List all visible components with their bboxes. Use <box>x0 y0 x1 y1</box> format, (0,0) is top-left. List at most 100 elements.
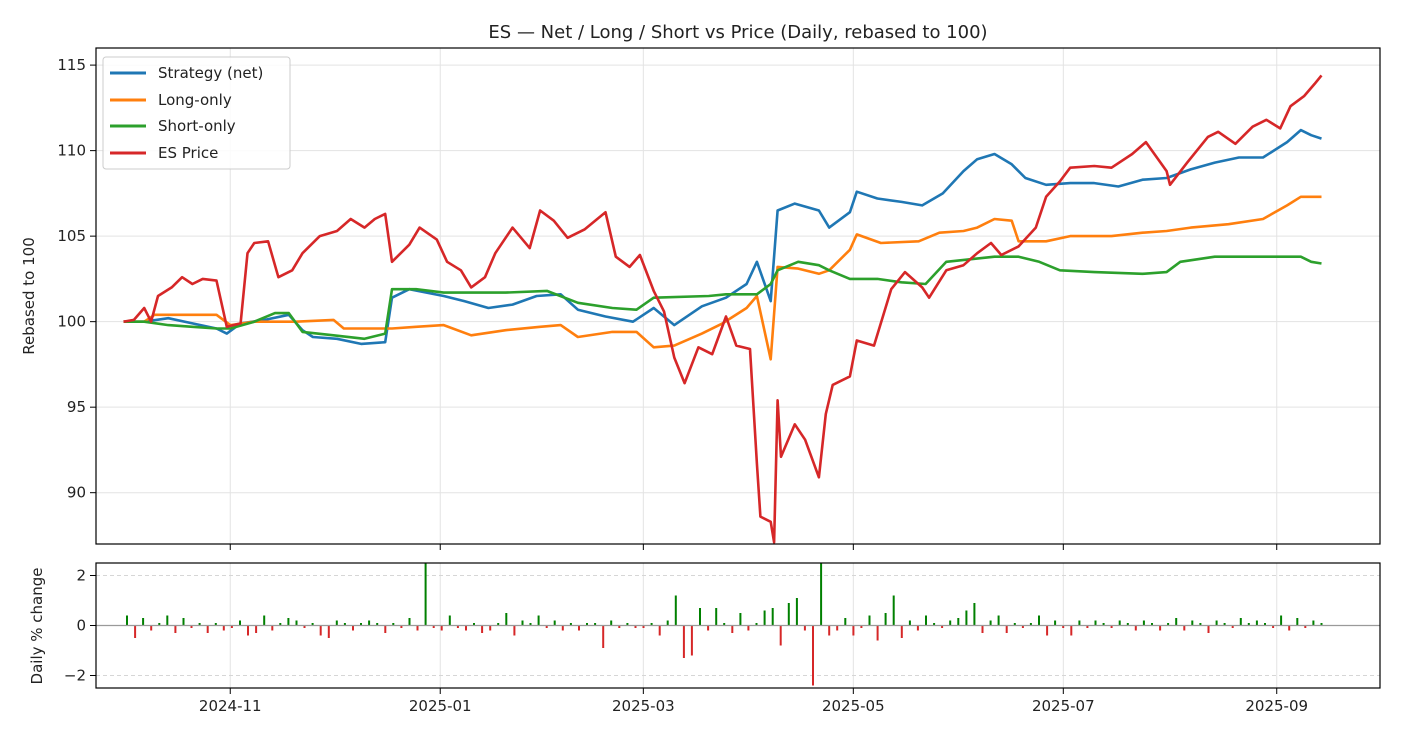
series-line-strategy-net <box>123 128 1322 346</box>
daily-change-bar <box>432 625 435 628</box>
daily-change-bar <box>505 613 508 626</box>
daily-change-bar <box>1110 625 1113 628</box>
daily-change-bar <box>731 625 734 633</box>
daily-change-bar <box>658 625 661 636</box>
daily-change-bar <box>989 620 992 626</box>
daily-change-bar <box>981 625 984 633</box>
daily-change-bar <box>440 625 443 631</box>
series-line-short-only <box>123 255 1322 341</box>
legend-label-short: Short-only <box>158 117 236 135</box>
sub-y-tick-label: −2 <box>64 667 86 685</box>
daily-change-bar <box>263 615 266 626</box>
daily-change-bar <box>965 610 968 626</box>
daily-change-bar <box>973 603 976 626</box>
daily-change-bar <box>925 615 927 626</box>
daily-change-bar <box>473 623 475 626</box>
daily-change-bar <box>682 625 685 658</box>
daily-change-bar <box>1054 620 1057 626</box>
legend-box <box>102 56 291 170</box>
daily-change-bar <box>1005 625 1008 633</box>
daily-change-bar <box>852 625 855 636</box>
daily-change-bar <box>997 615 1000 626</box>
daily-change-bar <box>287 618 290 626</box>
daily-change-bar <box>602 625 605 648</box>
daily-change-bar <box>739 613 742 626</box>
daily-change-bar <box>634 625 637 628</box>
daily-change-bar <box>1094 620 1097 626</box>
daily-change-bar <box>1151 623 1153 626</box>
daily-change-bar <box>352 625 354 631</box>
daily-change-bar <box>448 615 451 626</box>
daily-change-bar <box>723 623 726 626</box>
daily-change-bar <box>279 623 282 626</box>
daily-change-bar <box>384 625 387 633</box>
daily-change-bar <box>1102 623 1105 626</box>
daily-change-bar <box>1167 623 1170 626</box>
main-y-tick-label: 110 <box>57 142 86 160</box>
daily-change-bar <box>190 625 193 628</box>
daily-change-bar <box>1046 625 1049 636</box>
series-line-es-price <box>123 74 1323 544</box>
daily-change-bar <box>1062 625 1065 628</box>
daily-change-bar <box>941 625 944 628</box>
daily-change-bar <box>489 625 492 631</box>
daily-change-bar <box>1191 620 1194 626</box>
legend-label-strategy: Strategy (net) <box>158 64 263 82</box>
daily-change-bar <box>1264 623 1266 626</box>
daily-change-bar <box>876 625 879 641</box>
daily-change-bar <box>335 620 338 626</box>
sub-x-tick-label: 2025-01 <box>409 697 472 715</box>
daily-change-bar <box>360 623 362 626</box>
daily-change-bar <box>1223 623 1226 626</box>
sub-y-ticks: −2 0 2 <box>64 567 96 685</box>
daily-change-bar <box>642 625 645 628</box>
daily-change-bar <box>295 620 298 626</box>
main-y-tick-label: 115 <box>57 56 86 74</box>
daily-change-bar <box>787 603 790 626</box>
daily-change-bar <box>1231 625 1234 628</box>
legend-label-price: ES Price <box>158 144 218 162</box>
daily-change-bar <box>303 625 306 628</box>
daily-change-bar <box>513 625 516 636</box>
daily-change-bar <box>400 625 403 628</box>
daily-change-bar <box>908 620 911 626</box>
daily-change-bar <box>537 615 540 626</box>
daily-change-bar <box>553 620 556 626</box>
daily-change-bar <box>545 625 548 628</box>
sub-x-tick-label: 2025-07 <box>1032 697 1095 715</box>
daily-change-bar <box>1247 623 1250 626</box>
daily-change-bar <box>836 625 839 631</box>
daily-change-bar <box>957 618 960 626</box>
main-y-tick-label: 105 <box>57 227 86 245</box>
daily-change-bar <box>1288 625 1291 631</box>
daily-change-bar <box>949 620 952 626</box>
daily-change-bar <box>230 625 233 628</box>
daily-change-bar <box>327 625 330 638</box>
daily-change-bar <box>1134 625 1137 631</box>
daily-change-bar <box>182 618 185 626</box>
daily-change-bar <box>650 623 653 626</box>
daily-change-bar <box>1021 625 1024 628</box>
daily-change-bar <box>343 623 346 626</box>
daily-change-bar <box>1142 620 1145 626</box>
main-grid <box>96 48 1380 544</box>
sub-chart: −2 0 2 2024-11 2025-01 2025-03 2025-05 2025-07… <box>28 562 1381 715</box>
daily-change-bar <box>465 625 467 631</box>
daily-change-bar <box>1013 623 1016 626</box>
daily-change-bar <box>1118 620 1121 626</box>
series-line-long-only <box>123 195 1322 361</box>
daily-change-bar <box>239 620 241 626</box>
daily-change-bar <box>408 618 411 626</box>
daily-change-bar <box>1239 618 1242 626</box>
daily-change-bar <box>707 625 710 631</box>
daily-change-bar <box>699 608 701 626</box>
daily-change-bar <box>860 625 863 628</box>
daily-change-bar <box>795 598 798 626</box>
sub-y-tick-label: 0 <box>76 617 86 635</box>
daily-change-bar <box>126 615 128 626</box>
daily-change-bar <box>1175 618 1178 626</box>
daily-change-bar <box>610 620 613 626</box>
daily-change-bar <box>779 625 782 646</box>
daily-change-bar <box>618 625 621 628</box>
daily-change-bar <box>1304 625 1307 628</box>
